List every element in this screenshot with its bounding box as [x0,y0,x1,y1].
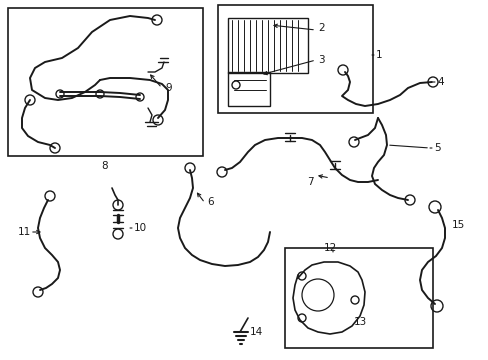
Text: 6: 6 [206,197,213,207]
Bar [285,248,432,348]
Text: 3: 3 [317,55,324,65]
Bar [227,18,307,73]
Text: 9: 9 [164,83,171,93]
Text: 4: 4 [436,77,443,87]
Text: 1: 1 [375,50,382,60]
Bar [227,72,269,106]
Text: 5: 5 [433,143,440,153]
Text: 7: 7 [306,177,313,187]
Text: 12: 12 [323,243,336,253]
Text: 11: 11 [18,227,31,237]
Text: 2: 2 [317,23,324,33]
Bar [218,5,372,113]
Text: 15: 15 [451,220,464,230]
Text: 10: 10 [134,223,147,233]
Text: 13: 13 [353,317,366,327]
Text: 8: 8 [102,161,108,171]
Text: 14: 14 [249,327,263,337]
Bar [8,8,203,156]
